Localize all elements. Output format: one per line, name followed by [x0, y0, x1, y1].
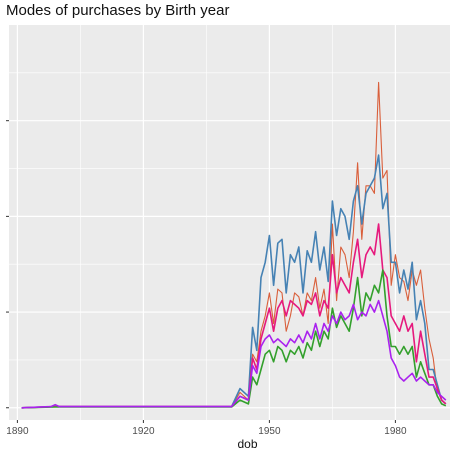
series-lines [21, 81, 447, 409]
x-axis-title: dob [237, 437, 257, 450]
series-line-3 [21, 223, 447, 409]
x-tick-label: 1890 [6, 426, 29, 437]
x-tick-label: 1980 [384, 426, 407, 437]
series-line-4 [21, 269, 447, 409]
chart-title: Modes of purchases by Birth year [6, 2, 230, 19]
series-line-2 [21, 154, 447, 409]
series-line-5 [21, 299, 447, 409]
series-line-1 [21, 81, 447, 409]
x-tick-label: 1950 [258, 426, 281, 437]
axes: 1890 1920 1950 1980 [6, 120, 407, 437]
x-tick-label: 1920 [132, 426, 155, 437]
plot-panel [9, 25, 450, 420]
